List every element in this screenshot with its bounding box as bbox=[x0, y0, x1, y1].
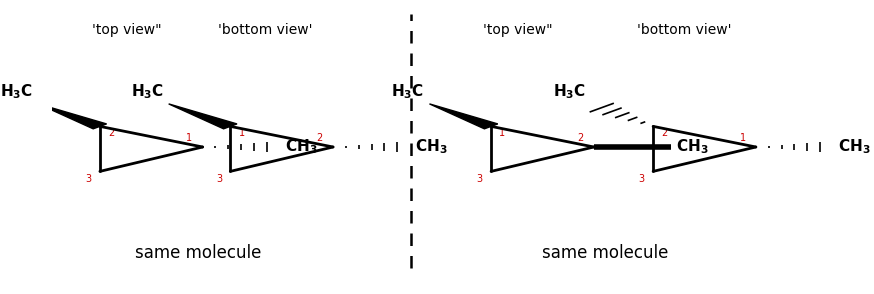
Polygon shape bbox=[38, 104, 107, 129]
Text: 1: 1 bbox=[499, 128, 505, 138]
Text: $\bf{H_3C}$: $\bf{H_3C}$ bbox=[130, 82, 163, 101]
Text: $\bf{H_3C}$: $\bf{H_3C}$ bbox=[392, 82, 424, 101]
Text: 2: 2 bbox=[662, 128, 668, 138]
Polygon shape bbox=[429, 104, 498, 129]
Text: 2: 2 bbox=[108, 128, 114, 138]
Text: 3: 3 bbox=[216, 174, 222, 184]
Text: $\bf{H_3C}$: $\bf{H_3C}$ bbox=[0, 82, 33, 101]
Text: 3: 3 bbox=[86, 174, 92, 184]
Text: 2: 2 bbox=[578, 133, 584, 143]
Text: 'bottom view': 'bottom view' bbox=[218, 23, 312, 37]
Text: 2: 2 bbox=[316, 133, 323, 143]
Text: $\bf{H_3C}$: $\bf{H_3C}$ bbox=[553, 82, 586, 101]
Text: $\bf{CH_3}$: $\bf{CH_3}$ bbox=[285, 138, 317, 156]
Text: 'top view": 'top view" bbox=[92, 23, 162, 37]
Text: same molecule: same molecule bbox=[135, 244, 261, 262]
Text: 'bottom view': 'bottom view' bbox=[636, 23, 732, 37]
Text: same molecule: same molecule bbox=[542, 244, 668, 262]
Text: 3: 3 bbox=[639, 174, 645, 184]
Text: 1: 1 bbox=[739, 133, 746, 143]
Text: 1: 1 bbox=[239, 128, 245, 138]
Text: $\bf{CH_3}$: $\bf{CH_3}$ bbox=[676, 138, 709, 156]
Text: 'top view": 'top view" bbox=[483, 23, 552, 37]
Text: $\bf{CH_3}$: $\bf{CH_3}$ bbox=[838, 138, 871, 156]
Text: 1: 1 bbox=[186, 133, 192, 143]
Polygon shape bbox=[169, 104, 237, 129]
Text: 3: 3 bbox=[476, 174, 482, 184]
Text: $\bf{CH_3}$: $\bf{CH_3}$ bbox=[415, 138, 447, 156]
